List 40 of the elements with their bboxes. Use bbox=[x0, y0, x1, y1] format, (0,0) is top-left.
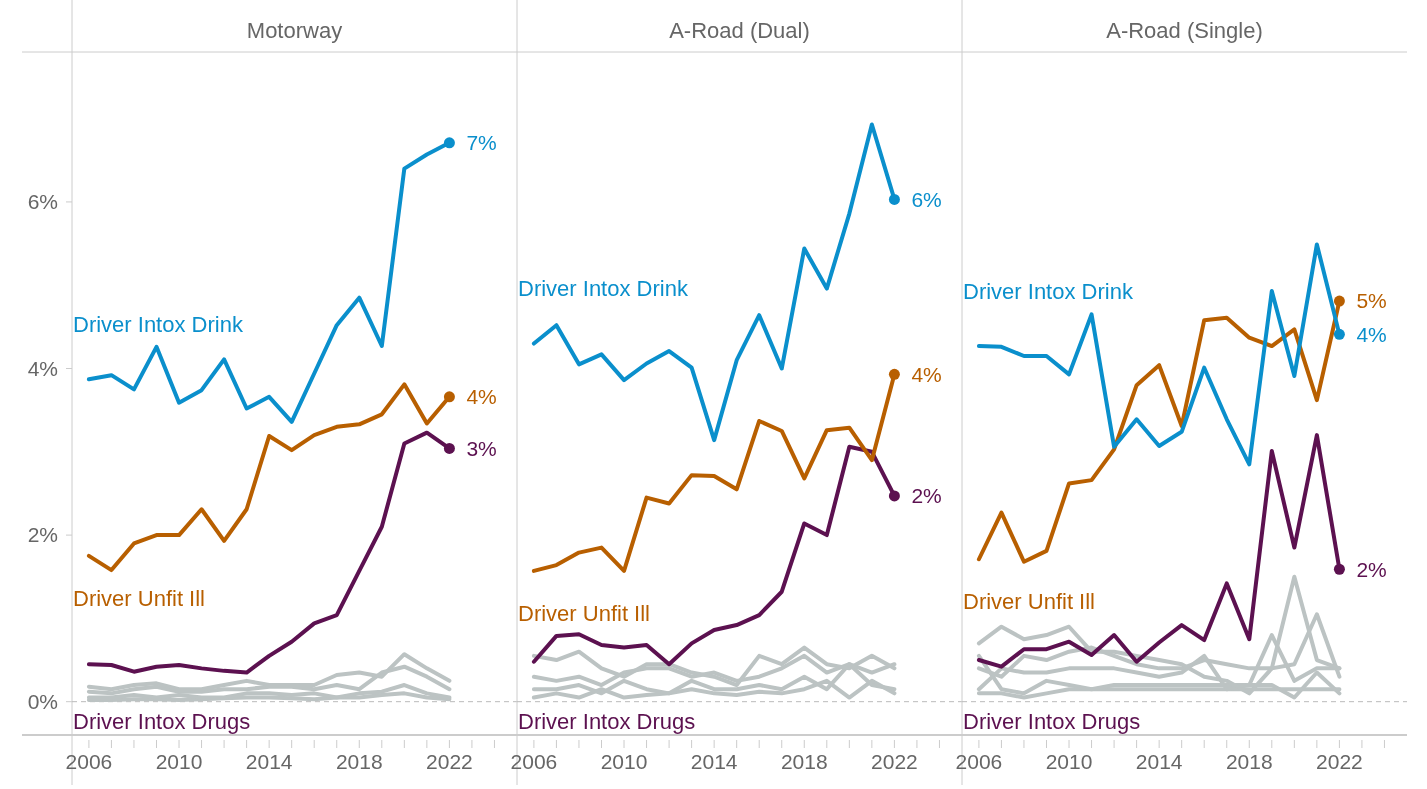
series-label: Driver Intox Drink bbox=[518, 276, 689, 302]
x-tick-label: 2014 bbox=[690, 750, 738, 773]
chart-title: Motorway bbox=[246, 18, 343, 43]
data-label: 2% bbox=[911, 484, 942, 508]
data-label: 4% bbox=[466, 385, 497, 409]
series-label: Driver Intox Drink bbox=[73, 312, 244, 338]
x-tick-label: 2006 bbox=[955, 750, 1003, 773]
series-label: Driver Unfit Ill bbox=[963, 588, 1096, 614]
x-tick-label: 2022 bbox=[426, 750, 473, 773]
data-label: 7% bbox=[466, 131, 497, 155]
x-tick-label: 2018 bbox=[1225, 750, 1273, 773]
series-label: Driver Unfit Ill bbox=[73, 585, 206, 611]
chart-title: A-Road (Dual) bbox=[669, 18, 810, 43]
text: Driver Intox Drugs bbox=[963, 709, 1141, 735]
x-tick-label: 2010 bbox=[600, 750, 648, 773]
x-tick-label: 2022 bbox=[1316, 750, 1363, 773]
series-label: Driver Unfit Ill bbox=[518, 600, 651, 626]
x-tick-label: 2010 bbox=[155, 750, 203, 773]
x-tick-label: 2014 bbox=[245, 750, 293, 773]
data-label: 3% bbox=[466, 436, 497, 460]
chart-title: A-Road (Single) bbox=[1106, 18, 1263, 43]
data-label: 4% bbox=[1356, 322, 1387, 346]
x-tick-label: 2018 bbox=[335, 750, 383, 773]
y-tick-label: 6% bbox=[27, 190, 58, 214]
y-tick-label: 4% bbox=[27, 356, 58, 380]
data-label: 2% bbox=[1356, 557, 1387, 581]
x-tick-label: 2014 bbox=[1135, 750, 1183, 773]
x-tick-label: 2010 bbox=[1045, 750, 1093, 773]
data-label: 6% bbox=[911, 187, 942, 211]
series-label: Driver Intox Drink bbox=[963, 278, 1134, 304]
y-tick-label: 0% bbox=[27, 690, 58, 714]
x-tick-label: 2022 bbox=[871, 750, 918, 773]
text: Driver Intox Drugs bbox=[518, 709, 696, 735]
y-tick-label: 2% bbox=[27, 523, 58, 547]
data-label: 4% bbox=[911, 362, 942, 386]
x-tick-label: 2018 bbox=[780, 750, 828, 773]
series-label: Driver Intox Drugs bbox=[73, 709, 251, 735]
data-label: 5% bbox=[1356, 289, 1387, 313]
x-tick-label: 2006 bbox=[65, 750, 113, 773]
x-tick-label: 2006 bbox=[510, 750, 558, 773]
